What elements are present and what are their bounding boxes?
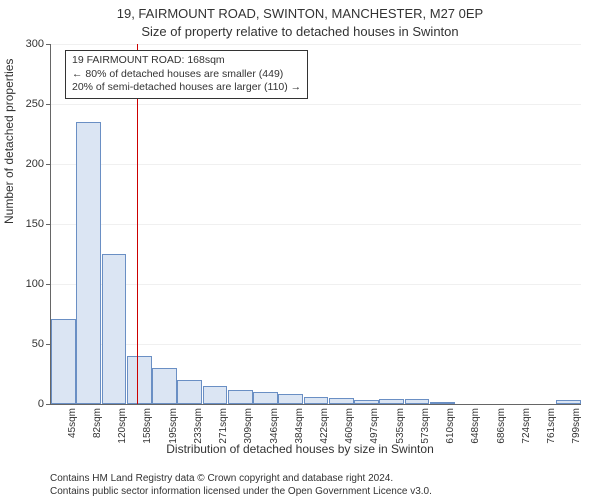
histogram-bar bbox=[203, 386, 228, 404]
gridline bbox=[51, 284, 581, 285]
x-tick-label: 648sqm bbox=[470, 408, 481, 444]
histogram-bar bbox=[228, 390, 253, 404]
histogram-bar bbox=[51, 319, 76, 404]
y-tick-label: 150 bbox=[4, 218, 44, 230]
y-tick-label: 100 bbox=[4, 278, 44, 290]
chart-page: 19, FAIRMOUNT ROAD, SWINTON, MANCHESTER,… bbox=[0, 0, 600, 500]
footer-line-2: Contains public sector information licen… bbox=[50, 486, 432, 499]
y-tick-label: 250 bbox=[4, 98, 44, 110]
x-tick-label: 82sqm bbox=[92, 408, 103, 438]
plot-area: 19 FAIRMOUNT ROAD: 168sqm ← 80% of detac… bbox=[50, 44, 581, 405]
x-tick-label: 45sqm bbox=[67, 408, 78, 438]
x-tick-label: 158sqm bbox=[142, 408, 153, 444]
x-tick-label: 497sqm bbox=[369, 408, 380, 444]
page-title-line2: Size of property relative to detached ho… bbox=[0, 24, 600, 39]
x-tick-label: 610sqm bbox=[445, 408, 456, 444]
y-axis-label: Number of detached properties bbox=[2, 59, 16, 224]
y-tick-label: 300 bbox=[4, 38, 44, 50]
page-title-line1: 19, FAIRMOUNT ROAD, SWINTON, MANCHESTER,… bbox=[0, 6, 600, 21]
histogram-bar bbox=[278, 394, 303, 404]
x-tick-label: 195sqm bbox=[168, 408, 179, 444]
histogram-bar bbox=[304, 397, 329, 404]
gridline bbox=[51, 44, 581, 45]
histogram-bar bbox=[430, 402, 455, 404]
info-box: 19 FAIRMOUNT ROAD: 168sqm ← 80% of detac… bbox=[65, 50, 308, 99]
gridline bbox=[51, 164, 581, 165]
info-line-2: ← 80% of detached houses are smaller (44… bbox=[72, 68, 301, 82]
x-tick-label: 535sqm bbox=[395, 408, 406, 444]
histogram-bar bbox=[102, 254, 127, 404]
x-tick-label: 309sqm bbox=[243, 408, 254, 444]
x-tick-label: 724sqm bbox=[521, 408, 532, 444]
x-tick-label: 460sqm bbox=[344, 408, 355, 444]
histogram-bar bbox=[379, 399, 404, 404]
histogram-bar bbox=[127, 356, 152, 404]
histogram-bar bbox=[405, 399, 430, 404]
histogram-bar bbox=[329, 398, 354, 404]
x-tick-label: 384sqm bbox=[294, 408, 305, 444]
histogram-bar bbox=[253, 392, 278, 404]
x-tick-label: 233sqm bbox=[193, 408, 204, 444]
histogram-bar bbox=[152, 368, 177, 404]
histogram-bar bbox=[76, 122, 101, 404]
gridline bbox=[51, 224, 581, 225]
footer-line-1: Contains HM Land Registry data © Crown c… bbox=[50, 473, 432, 486]
y-tick-label: 200 bbox=[4, 158, 44, 170]
y-tick-label: 50 bbox=[4, 338, 44, 350]
x-tick-label: 271sqm bbox=[218, 408, 229, 444]
x-tick-label: 686sqm bbox=[496, 408, 507, 444]
x-tick-label: 573sqm bbox=[420, 408, 431, 444]
info-line-1: 19 FAIRMOUNT ROAD: 168sqm bbox=[72, 54, 301, 68]
histogram-bar bbox=[354, 400, 379, 404]
x-tick-label: 346sqm bbox=[269, 408, 280, 444]
info-line-3: 20% of semi-detached houses are larger (… bbox=[72, 81, 301, 95]
histogram-bar bbox=[177, 380, 202, 404]
y-tick-label: 0 bbox=[4, 398, 44, 410]
gridline bbox=[51, 344, 581, 345]
x-tick-label: 422sqm bbox=[319, 408, 330, 444]
x-tick-label: 761sqm bbox=[546, 408, 557, 444]
x-tick-label: 120sqm bbox=[117, 408, 128, 444]
histogram-bar bbox=[556, 400, 581, 404]
x-axis-label: Distribution of detached houses by size … bbox=[0, 442, 600, 456]
footer: Contains HM Land Registry data © Crown c… bbox=[50, 473, 432, 498]
x-tick-label: 799sqm bbox=[571, 408, 582, 444]
gridline bbox=[51, 104, 581, 105]
